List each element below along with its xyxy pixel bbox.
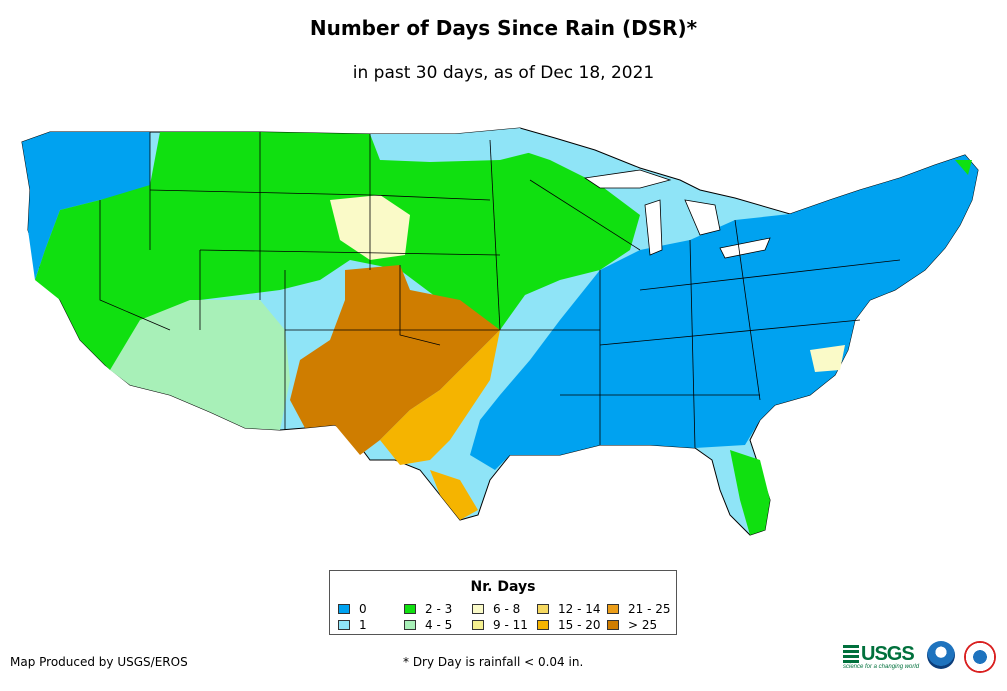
legend-title: Nr. Days — [470, 579, 536, 595]
legend-label: 6 - 8 — [493, 602, 521, 616]
legend-label: 0 — [359, 602, 367, 616]
region-southern-plains-dry — [290, 265, 500, 455]
legend: Nr. Days 0 1 2 - 3 4 - 5 6 - 8 9 - 11 12… — [329, 570, 677, 635]
legend-item-3: 4 - 5 — [404, 618, 452, 632]
legend-item-0: 0 — [338, 602, 367, 616]
region-southwest-lightgreen — [110, 300, 290, 430]
legend-swatch — [607, 620, 619, 630]
legend-swatch — [537, 620, 549, 630]
nws-logo-icon — [964, 641, 996, 673]
region-north-plains-lightblue — [370, 128, 540, 162]
legend-swatch — [537, 604, 549, 614]
usgs-tagline: science for a changing world — [843, 664, 920, 670]
dry-day-footnote: * Dry Day is rainfall < 0.04 in. — [403, 655, 584, 669]
noaa-logo-icon — [927, 641, 955, 669]
region-texas-orange — [380, 330, 500, 465]
legend-swatch — [338, 604, 350, 614]
legend-swatch — [338, 620, 350, 630]
legend-swatch — [472, 620, 484, 630]
legend-swatch — [404, 604, 416, 614]
legend-label: 15 - 20 — [558, 618, 601, 632]
legend-item-4: 6 - 8 — [472, 602, 520, 616]
lake-huron — [684, 199, 721, 236]
legend-label: > 25 — [628, 618, 658, 632]
legend-swatch — [472, 604, 484, 614]
legend-item-7: 15 - 20 — [537, 618, 601, 632]
legend-label: 12 - 14 — [558, 602, 601, 616]
legend-label: 1 — [359, 618, 367, 632]
legend-label: 4 - 5 — [425, 618, 453, 632]
lake-superior — [583, 169, 672, 189]
map-subtitle: in past 30 days, as of Dec 18, 2021 — [352, 63, 655, 83]
region-south-texas-orange — [430, 470, 478, 520]
dsr-map — [21, 127, 979, 536]
legend-swatch — [607, 604, 619, 614]
legend-label: 2 - 3 — [425, 602, 453, 616]
legend-item-5: 9 - 11 — [472, 618, 528, 632]
usgs-wave-icon — [843, 644, 859, 665]
region-florida-green — [730, 450, 770, 535]
lake-erie — [719, 237, 771, 259]
legend-item-8: 21 - 25 — [607, 602, 671, 616]
region-maine-green — [955, 160, 972, 175]
usgs-logo-text: USGS — [861, 643, 915, 665]
region-virginia-pale — [810, 345, 845, 372]
legend-label: 21 - 25 — [628, 602, 671, 616]
lake-michigan — [644, 199, 663, 256]
map-credit: Map Produced by USGS/EROS — [10, 655, 188, 669]
legend-item-6: 12 - 14 — [537, 602, 601, 616]
usgs-logo: USGS — [843, 643, 915, 666]
region-east-blue — [470, 155, 978, 470]
region-pacific-nw — [22, 132, 150, 280]
map-title: Number of Days Since Rain (DSR)* — [309, 16, 698, 40]
state-borders — [99, 132, 901, 449]
legend-label: 9 - 11 — [493, 618, 528, 632]
legend-item-2: 2 - 3 — [404, 602, 452, 616]
legend-item-1: 1 — [338, 618, 367, 632]
legend-swatch — [404, 620, 416, 630]
legend-item-9: > 25 — [607, 618, 657, 632]
